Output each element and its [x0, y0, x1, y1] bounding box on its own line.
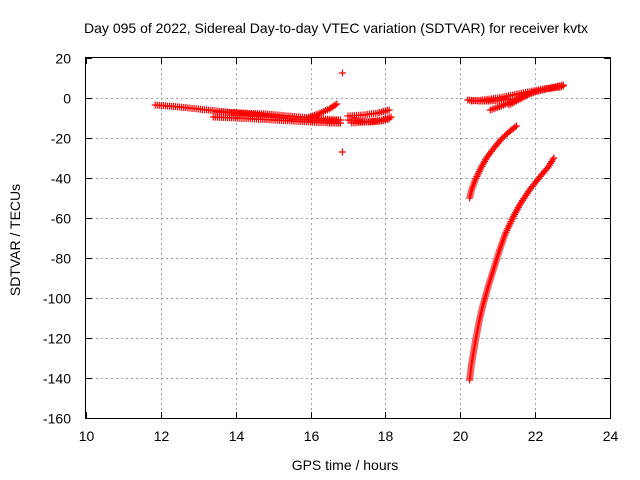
data-point — [385, 106, 393, 114]
data-point — [333, 100, 341, 108]
data-point — [473, 173, 481, 181]
y-tick-label: -80 — [51, 251, 71, 267]
y-tick-label: 20 — [55, 51, 71, 67]
outlier-point — [338, 148, 346, 156]
y-axis-label: SDTVAR / TECUs — [7, 184, 23, 296]
axis-ticks — [86, 58, 611, 419]
data-point — [511, 123, 519, 131]
y-tick-label: -160 — [43, 411, 71, 427]
y-tick-label: -140 — [43, 371, 71, 387]
data-point — [550, 154, 558, 162]
tick-labels: 10 12 14 16 18 20 22 24 20 0 -20 -40 -60 -80 -100 -120 -… — [43, 51, 619, 445]
y-tick-label: -20 — [51, 131, 71, 147]
data-point — [337, 116, 345, 124]
y-tick-label: -60 — [51, 211, 71, 227]
data-point — [474, 169, 482, 177]
x-tick-label: 18 — [378, 428, 394, 444]
x-tick-label: 16 — [304, 428, 320, 444]
y-tick-label: -40 — [51, 171, 71, 187]
grid — [86, 58, 610, 418]
x-tick-label: 12 — [154, 428, 170, 444]
outlier-point — [338, 69, 346, 77]
x-tick-label: 10 — [79, 428, 95, 444]
data-point — [331, 101, 339, 109]
data-points — [151, 69, 567, 384]
x-tick-label: 22 — [528, 428, 544, 444]
data-point — [475, 167, 483, 175]
x-tick-label: 24 — [603, 428, 619, 444]
y-tick-label: -120 — [43, 331, 71, 347]
y-tick-label: 0 — [63, 91, 71, 107]
plot-frame — [85, 57, 611, 419]
x-axis-label: GPS time / hours — [292, 457, 399, 473]
data-point — [559, 82, 567, 90]
chart-title: Day 095 of 2022, Sidereal Day-to-day VTE… — [84, 20, 588, 36]
x-tick-label: 14 — [229, 428, 245, 444]
data-point — [387, 113, 395, 121]
y-tick-label: -100 — [43, 291, 71, 307]
data-point — [472, 174, 480, 182]
data-point — [471, 176, 479, 184]
data-point — [474, 171, 482, 179]
data-point — [512, 122, 520, 130]
x-tick-label: 20 — [453, 428, 469, 444]
